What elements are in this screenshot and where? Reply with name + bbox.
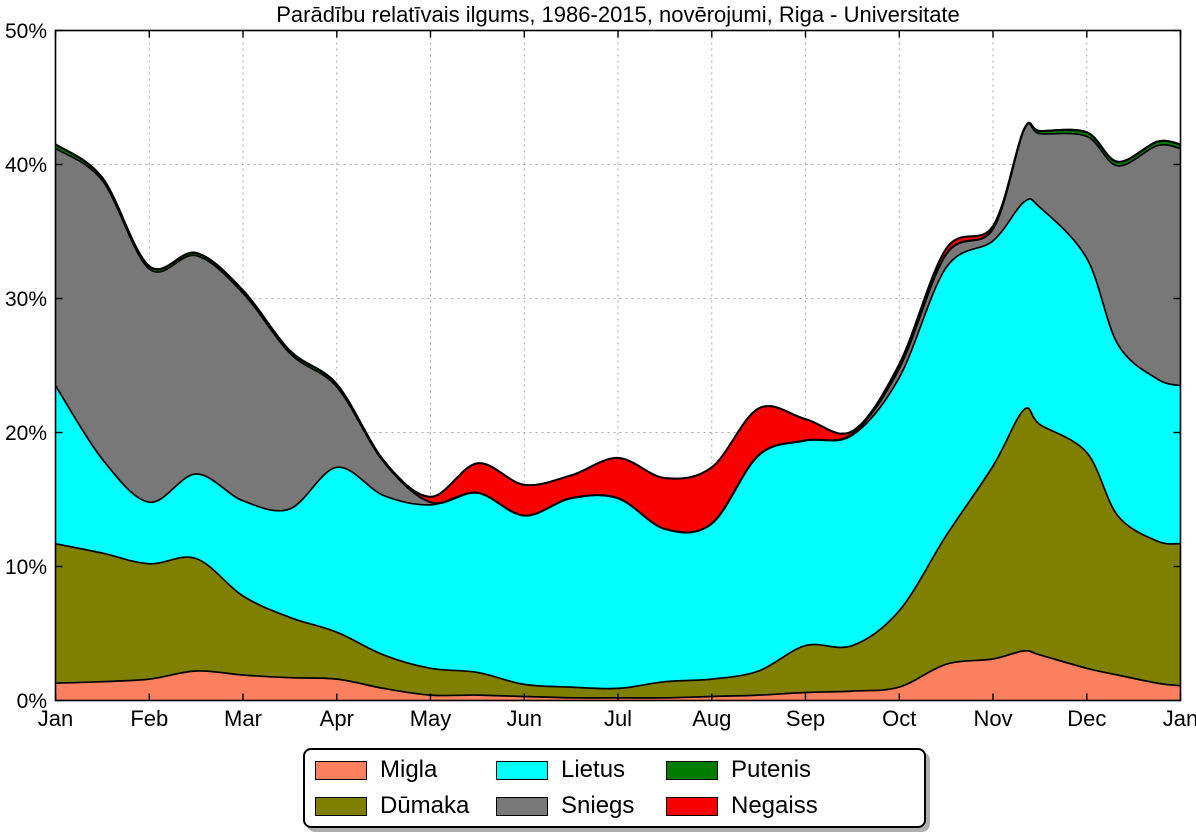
x-tick-label: Oct xyxy=(882,706,916,731)
x-tick-label: May xyxy=(410,706,452,731)
legend-label: Dūmaka xyxy=(380,792,470,819)
stacked-areas xyxy=(55,121,1181,701)
x-tick-label: Jun xyxy=(507,706,542,731)
area-Migla xyxy=(55,650,1181,701)
x-tick-label: Dec xyxy=(1067,706,1106,731)
legend-entry-putenis: Putenis xyxy=(666,755,924,785)
y-tick-label: 10% xyxy=(5,556,47,579)
legend-label: Migla xyxy=(380,756,438,783)
x-tick-label: Apr xyxy=(320,706,354,731)
sniegs-swatch xyxy=(496,796,548,816)
tick-labels: Jan Feb Mar Apr May Jun Jul Aug Sep Oct Nov Dec Jan0… xyxy=(5,20,1196,731)
plot-area: Jan Feb Mar Apr May Jun Jul Aug Sep Oct Nov Dec Jan 0… xyxy=(5,20,1196,731)
lietus-swatch xyxy=(496,760,548,780)
legend-entry-migla: Migla xyxy=(315,755,496,785)
legend-label: Putenis xyxy=(731,756,812,783)
x-tick-label: Sep xyxy=(786,706,825,731)
x-tick-label: Nov xyxy=(973,706,1012,731)
legend-entry-sniegs: Sniegs xyxy=(496,791,666,821)
y-tick-label: 50% xyxy=(5,20,47,43)
x-tick-label: Feb xyxy=(130,706,168,731)
legend-entry-dumaka: Dūmaka xyxy=(315,791,496,821)
area-Lietus xyxy=(55,198,1181,689)
y-tick-label: 20% xyxy=(5,422,47,445)
x-tick-label: Jan xyxy=(38,706,73,731)
migla-swatch xyxy=(315,760,367,780)
y-tick-label: 0% xyxy=(17,690,47,713)
chart-svg: Jan Feb Mar Apr May Jun Jul Aug Sep Oct Nov Dec Jan0… xyxy=(5,20,1196,731)
x-tick-label: Aug xyxy=(692,706,731,731)
legend-entry-lietus: Lietus xyxy=(496,755,666,785)
x-tick-label: Mar xyxy=(224,706,262,731)
legend-entry-negaiss: Negaiss xyxy=(666,791,924,821)
axis-ticks xyxy=(54,29,1182,702)
putenis-swatch xyxy=(666,760,718,780)
area-Sniegs xyxy=(55,123,1181,533)
legend-column-3: Putenis Negaiss xyxy=(666,755,924,821)
y-tick-label: 40% xyxy=(5,154,47,177)
y-tick-label: 30% xyxy=(5,288,47,311)
legend-label: Sniegs xyxy=(561,792,635,819)
legend-label: Negaiss xyxy=(731,792,818,819)
area-Dūmaka xyxy=(55,407,1181,698)
x-tick-label: Jan xyxy=(1163,706,1196,731)
chart-title: Parādību relatīvais ilgums, 1986-2015, n… xyxy=(276,2,960,27)
negaiss-swatch xyxy=(666,796,718,816)
legend-column-2: Lietus Sniegs xyxy=(496,755,666,821)
x-tick-label: Jul xyxy=(604,706,632,731)
legend-box: Migla Dūmaka Lietus Sniegs Putenis xyxy=(303,748,926,828)
legend-column-1: Migla Dūmaka xyxy=(315,755,496,821)
dumaka-swatch xyxy=(315,796,367,816)
legend-label: Lietus xyxy=(561,756,626,783)
